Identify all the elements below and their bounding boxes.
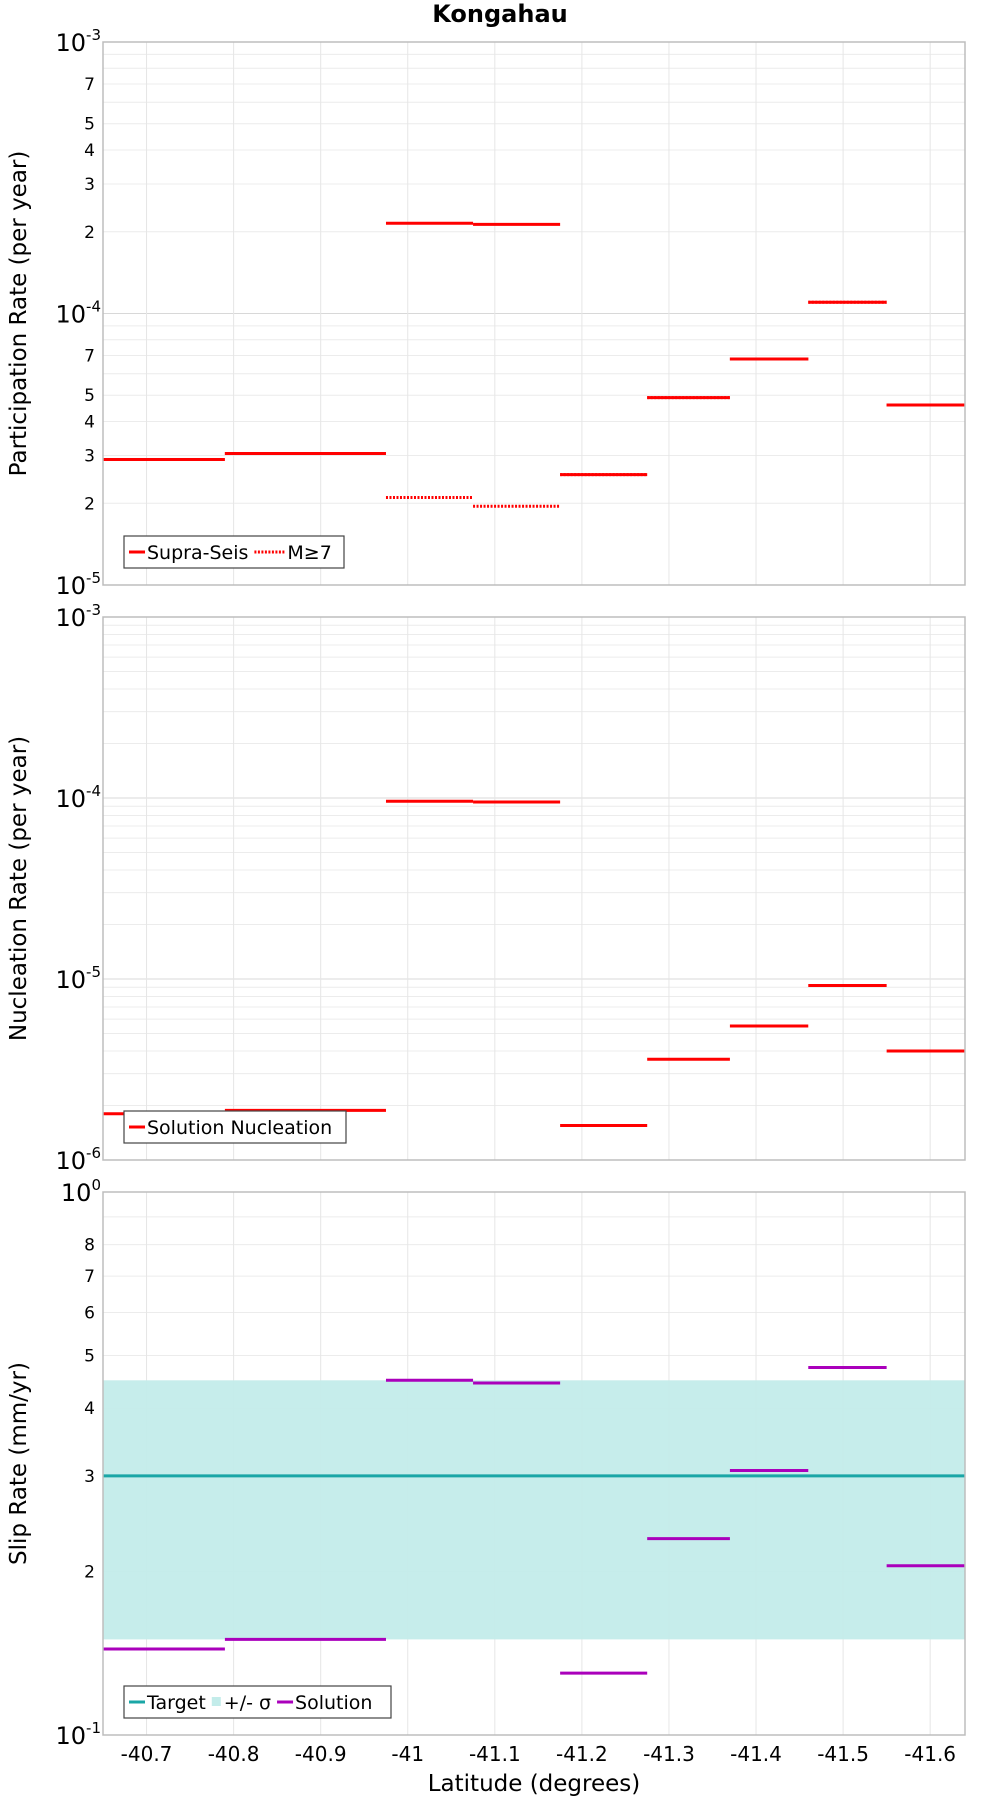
x-tick-label: -40.8 (208, 1742, 260, 1766)
y-tick-label: 4 (84, 1399, 95, 1419)
x-tick-label: -40.9 (295, 1742, 347, 1766)
y-tick-label: 10-5 (55, 569, 101, 600)
plot-frame (102, 1191, 966, 1736)
legend-label: +/- σ (224, 1692, 271, 1714)
legend: Supra-Seis M≥7 (123, 535, 345, 569)
x-tick-label: -41.6 (904, 1742, 956, 1766)
y-tick-label: 100 (61, 1176, 101, 1207)
chart-panel-3: 100 8 7 6 5 4 3 2 10-1 Slip Rate (mm/yr) -40.7 -40.… (6, 1176, 966, 1766)
legend-box (123, 1110, 347, 1144)
x-tick-label: -41 (391, 1742, 424, 1766)
x-tick-label: -41.1 (469, 1742, 521, 1766)
legend: Solution Nucleation (123, 1110, 347, 1144)
legend-box (123, 535, 345, 569)
y-tick-label: 10-6 (55, 1144, 101, 1175)
y-tick-label: 4 (84, 141, 95, 161)
y-tick-label: 7 (84, 1267, 95, 1287)
legend-box (123, 1685, 392, 1719)
y-tick-label: 7 (84, 347, 95, 367)
x-tick-label: -41.5 (817, 1742, 869, 1766)
y-tick-label: 3 (84, 1467, 95, 1487)
y-tick-label: 3 (84, 175, 95, 195)
y-tick-label: 10-5 (55, 963, 101, 994)
legend-label: M≥7 (287, 542, 331, 564)
x-tick-label: -41.4 (730, 1742, 782, 1766)
plot-frame (102, 41, 966, 586)
y-tick-label: 5 (84, 386, 95, 406)
target-sigma-band (103, 1380, 965, 1640)
y-tick-label: 2 (84, 1563, 95, 1583)
y-tick-label: 8 (84, 1236, 95, 1256)
y-tick-label: 10-4 (55, 298, 101, 329)
y-tick-label: 3 (84, 446, 95, 466)
chart-panel-1: 10-3 7 5 4 3 2 10-4 7 5 4 3 2 10-5 Participation Rate… (6, 26, 966, 600)
legend-label: Target (146, 1692, 206, 1714)
y-axis-label: Nucleation Rate (per year) (6, 736, 32, 1041)
y-tick-label: 10-4 (55, 782, 101, 813)
legend-label: Solution Nucleation (147, 1117, 332, 1139)
legend-label: Supra-Seis (147, 542, 248, 564)
plot-frame (102, 616, 966, 1161)
chart-panel-2: 10-3 10-4 10-5 10-6 Nucleation Rate (per yea… (6, 601, 966, 1175)
y-tick-label: 4 (84, 413, 95, 433)
plot-area (103, 617, 965, 1160)
y-tick-label: 2 (84, 494, 95, 514)
y-tick-label: 2 (84, 223, 95, 243)
legend: Target +/- σ Solution (123, 1685, 392, 1719)
y-tick-label: 5 (84, 115, 95, 135)
x-axis-label: Latitude (degrees) (428, 1771, 641, 1797)
y-tick-label: 5 (84, 1346, 95, 1366)
y-tick-label: 10-3 (55, 601, 101, 632)
legend-label: Solution (295, 1692, 372, 1714)
legend-swatch (211, 1697, 221, 1706)
y-tick-label: 10-1 (55, 1719, 101, 1750)
y-tick-label: 10-3 (55, 26, 101, 57)
y-tick-label: 7 (84, 75, 95, 95)
y-axis-label: Slip Rate (mm/yr) (6, 1362, 32, 1565)
chart-title: Kongahau (432, 0, 568, 28)
y-tick-label: 6 (84, 1303, 95, 1323)
x-tick-label: -41.2 (556, 1742, 608, 1766)
x-tick-label: -41.3 (643, 1742, 695, 1766)
y-axis-label: Participation Rate (per year) (6, 151, 32, 477)
x-tick-label: -40.7 (121, 1742, 173, 1766)
